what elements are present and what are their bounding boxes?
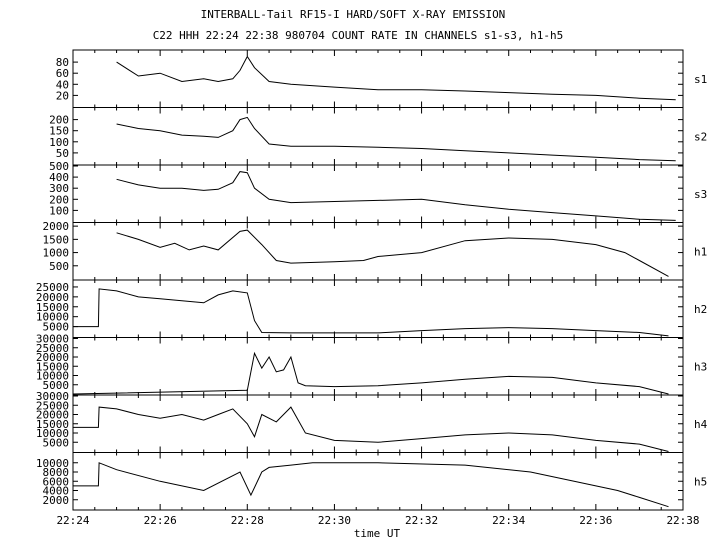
y-tick-label: 10000 xyxy=(36,427,69,440)
panel-label-h2: h2 xyxy=(694,303,707,316)
y-tick-label: 10000 xyxy=(36,370,69,383)
series-line-h1 xyxy=(116,229,669,277)
y-tick-label: 15000 xyxy=(36,418,69,431)
y-tick-label: 25000 xyxy=(36,281,69,294)
y-tick-label: 50 xyxy=(56,147,69,160)
y-tick-label: 400 xyxy=(49,171,69,184)
panel-frame xyxy=(72,164,684,223)
y-tick-label: 300 xyxy=(49,182,69,195)
panel-label-h3: h3 xyxy=(694,360,707,373)
y-tick-label: 20000 xyxy=(36,291,69,304)
y-tick-label: 200 xyxy=(49,114,69,127)
panel-frame xyxy=(72,222,684,281)
y-tick-label: 60 xyxy=(56,67,69,80)
y-tick-label: 20000 xyxy=(36,409,69,422)
chart-title: INTERBALL-Tail RF15-I HARD/SOFT X-RAY EM… xyxy=(201,8,506,21)
panel-frame xyxy=(72,107,684,166)
panel-label-s3: s3 xyxy=(694,188,707,201)
y-tick-label: 80 xyxy=(56,56,69,69)
y-tick-label: 15000 xyxy=(36,360,69,373)
y-tick-label: 30000 xyxy=(36,390,69,403)
y-tick-label: 100 xyxy=(49,204,69,217)
y-tick-label: 5000 xyxy=(43,379,70,392)
y-tick-label: 5000 xyxy=(43,321,70,334)
series-line-s1 xyxy=(116,55,676,101)
panel-frame xyxy=(72,452,684,511)
x-tick-label: 22:24 xyxy=(56,514,89,527)
y-tick-label: 200 xyxy=(49,193,69,206)
panel-frame xyxy=(72,337,684,396)
panel-frame xyxy=(72,279,684,338)
series-line-s2 xyxy=(116,116,676,162)
x-tick-label: 22:30 xyxy=(318,514,351,527)
y-tick-label: 2000 xyxy=(43,220,70,233)
y-tick-label: 500 xyxy=(49,260,69,273)
x-tick-label: 22:28 xyxy=(231,514,264,527)
x-tick-label: 22:34 xyxy=(492,514,525,527)
y-tick-label: 40 xyxy=(56,78,69,91)
panel-label-s1: s1 xyxy=(694,73,707,86)
x-tick-label: 22:26 xyxy=(144,514,177,527)
series-line-h3 xyxy=(72,351,669,395)
x-tick-label: 22:32 xyxy=(405,514,438,527)
y-tick-label: 10000 xyxy=(36,311,69,324)
x-tick-label: 22:36 xyxy=(579,514,612,527)
y-tick-label: 30000 xyxy=(36,333,69,346)
y-tick-label: 2000 xyxy=(43,494,70,507)
x-axis-label: time UT xyxy=(354,527,401,540)
chart-subtitle: C22 HHH 22:24 22:38 980704 COUNT RATE IN… xyxy=(153,29,564,42)
x-axis: 22:24 22:26 22:28 22:30 22:32 22:34 22:36 22:38 xyxy=(56,514,699,527)
y-tick-label: 1000 xyxy=(43,247,70,260)
series-line-h2 xyxy=(73,288,669,337)
y-tick-label: 6000 xyxy=(43,475,70,488)
y-tick-label: 10000 xyxy=(36,457,69,470)
x-tick-label: 22:38 xyxy=(666,514,699,527)
y-tick-label: 20 xyxy=(56,89,69,102)
panel-frame xyxy=(72,394,684,453)
y-tick-label: 8000 xyxy=(43,466,70,479)
chart-panels: 20406080s150100150200s2100200300400500s3… xyxy=(36,49,708,511)
panel-label-s2: s2 xyxy=(694,130,707,143)
panel-label-h1: h1 xyxy=(694,245,707,258)
y-tick-label: 100 xyxy=(49,136,69,149)
panel-label-h5: h5 xyxy=(694,475,707,488)
y-tick-label: 500 xyxy=(49,160,69,173)
y-tick-label: 4000 xyxy=(43,485,70,498)
y-tick-label: 150 xyxy=(49,125,69,138)
y-tick-label: 15000 xyxy=(36,301,69,314)
y-tick-label: 25000 xyxy=(36,399,69,412)
y-tick-label: 5000 xyxy=(43,436,70,449)
panel-frame xyxy=(72,49,684,108)
y-tick-label: 20000 xyxy=(36,351,69,364)
panel-label-h4: h4 xyxy=(694,418,708,431)
y-tick-label: 1500 xyxy=(43,233,70,246)
series-line-h5 xyxy=(73,462,669,508)
series-line-h4 xyxy=(73,406,669,452)
series-line-s3 xyxy=(116,171,676,221)
y-tick-label: 25000 xyxy=(36,342,69,355)
